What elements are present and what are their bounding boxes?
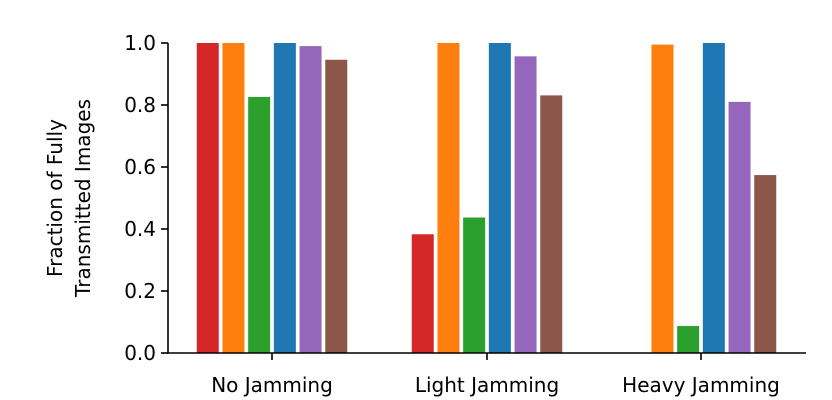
x-tick-label: No Jamming [211,373,333,397]
bar-series-4-light-jamming [488,43,511,353]
bar-series-2-no-jamming [222,43,245,353]
y-tick-label: 1.0 [124,31,156,55]
y-axis-title-line-2: Transmitted Images [71,99,95,298]
bar-series-6-no-jamming [325,59,348,354]
x-tick-label: Heavy Jamming [622,373,780,397]
bar-series-3-light-jamming [463,217,486,353]
bar-series-4-no-jamming [273,43,296,353]
bars-group [196,43,777,354]
y-axis-title-line-1: Fraction of Fully [43,119,67,277]
x-tick-label: Light Jamming [415,373,559,397]
y-tick-label: 0.0 [124,341,156,365]
bar-series-4-heavy-jamming [702,43,725,353]
bar-series-3-no-jamming [248,96,271,353]
y-tick-label: 0.6 [124,155,156,179]
bar-series-6-light-jamming [540,95,563,353]
axes-group: 0.0 0.2 0.4 0.6 0.8 1.0 No Jamming Light Jammin… [124,31,806,397]
bar-series-1-light-jamming [411,234,434,353]
bar-series-5-light-jamming [514,56,537,353]
bar-series-1-no-jamming [196,43,219,353]
bar-series-2-light-jamming [437,43,460,353]
y-axis-title: Fraction of Fully Transmitted Images [43,99,95,298]
y-tick-label: 0.2 [124,279,156,303]
y-tick-label: 0.4 [124,217,156,241]
bar-series-3-heavy-jamming [677,326,700,353]
bar-series-5-no-jamming [299,46,322,353]
bar-series-2-heavy-jamming [651,44,674,354]
y-tick-label: 0.8 [124,93,156,117]
bar-series-5-heavy-jamming [728,101,751,354]
bar-series-6-heavy-jamming [754,175,777,353]
